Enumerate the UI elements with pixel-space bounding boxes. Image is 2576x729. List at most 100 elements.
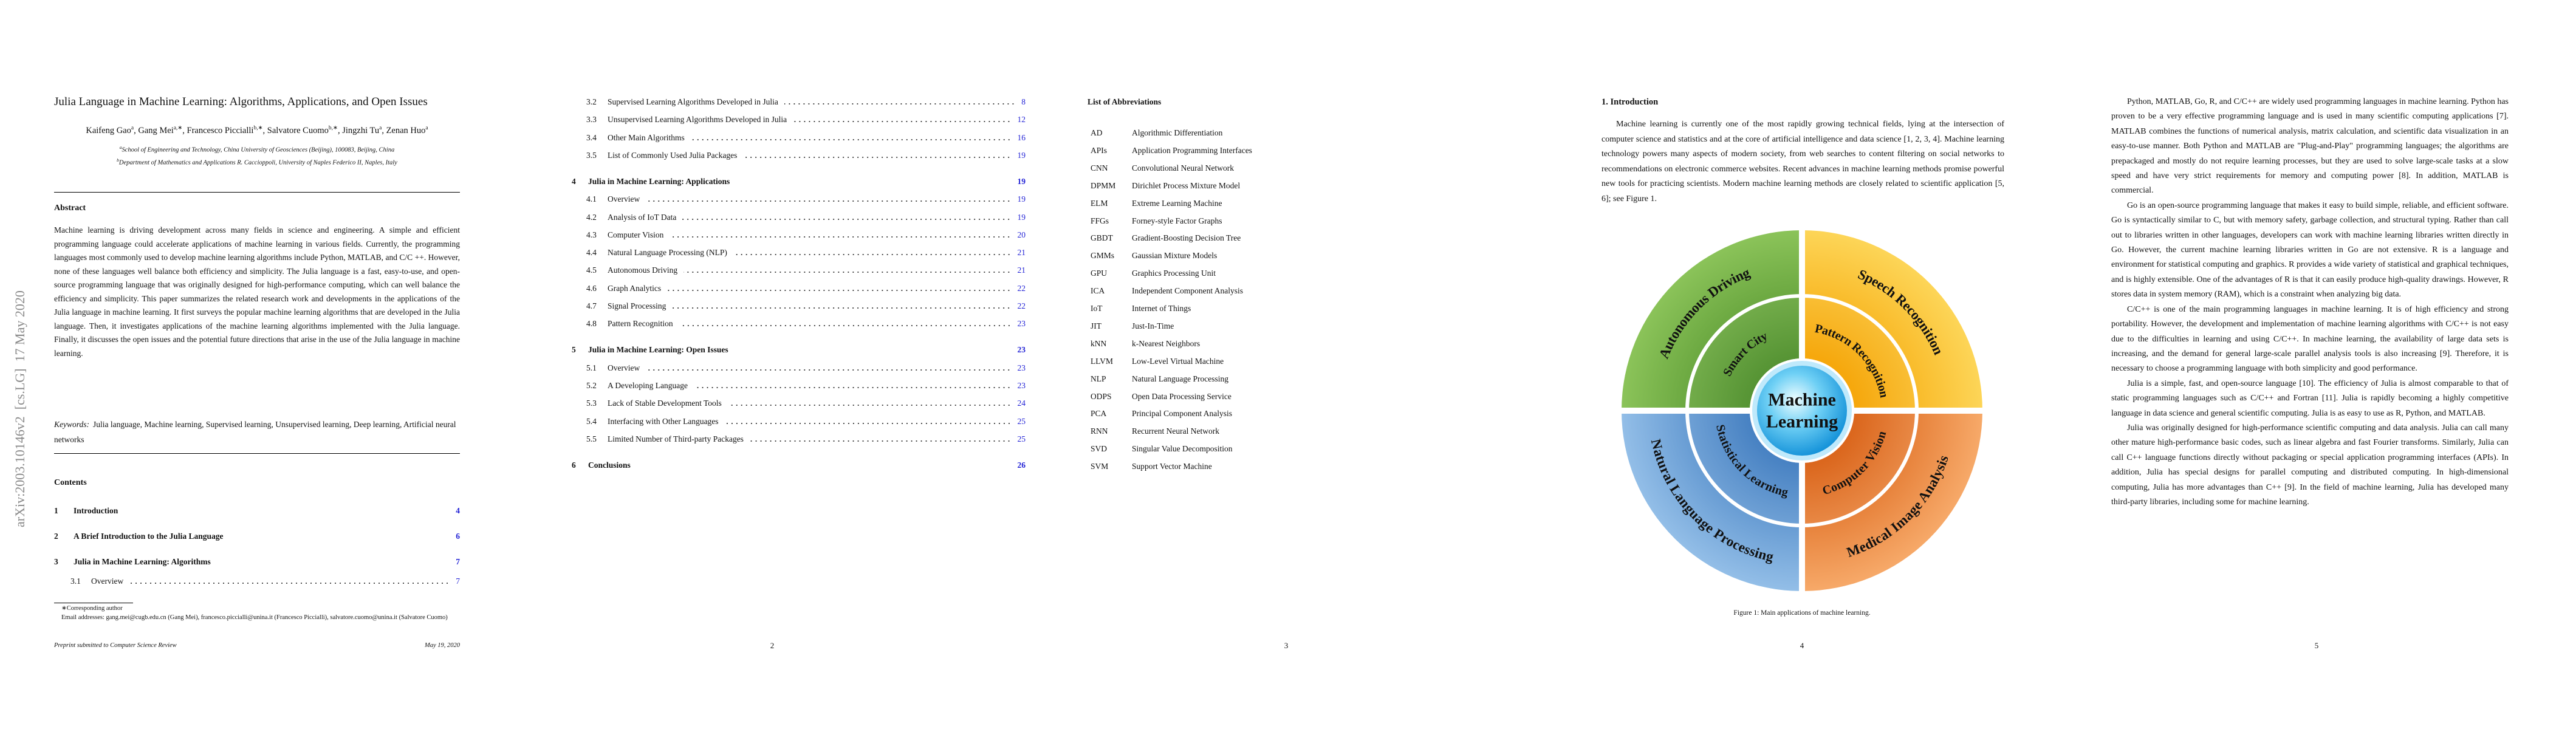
toc-title: Pattern Recognition: [608, 319, 673, 329]
toc-entry: 4.7 Signal Processing 22: [586, 300, 1026, 312]
toc-leader: [646, 200, 1012, 203]
abbreviation: AD: [1091, 128, 1103, 137]
abbreviation-meaning: Principal Component Analysis: [1132, 409, 1232, 419]
outer-ring-segment: [1802, 230, 1982, 411]
abbreviation: LLVM: [1091, 356, 1114, 366]
abbreviation-meaning: Gaussian Mixture Models: [1132, 251, 1218, 261]
abbreviation-meaning: Dirichlet Process Mixture Model: [1132, 180, 1241, 190]
toc-number: 5.2: [586, 380, 597, 390]
abbreviation: SVM: [1091, 462, 1109, 471]
toc-entry: 4 Julia in Machine Learning: Applications…: [572, 176, 1026, 188]
toc-number: 5: [572, 345, 576, 355]
abbreviation: GBDT: [1091, 233, 1113, 243]
toc-number: 4.4: [586, 248, 597, 258]
abbreviation: RNN: [1091, 426, 1108, 436]
toc-entry: 5.2 A Developing Language 23: [586, 380, 1026, 392]
toc-leader: [129, 582, 450, 584]
abbreviation: GPU: [1091, 269, 1108, 278]
toc-number: 4.7: [586, 301, 597, 310]
abbreviation-meaning: Recurrent Neural Network: [1132, 426, 1219, 436]
toc-number: 2: [54, 532, 58, 541]
abbreviation: ICA: [1091, 286, 1105, 296]
abbreviation: CNN: [1091, 163, 1108, 173]
abstract-heading: Abstract: [54, 204, 86, 213]
toc-page-link: 16: [1017, 132, 1026, 142]
toc-page-link: 23: [1017, 363, 1026, 372]
toc-page-link: 25: [1017, 416, 1026, 426]
toc-number: 4.2: [586, 212, 597, 222]
abbreviation-meaning: Natural Language Processing: [1132, 374, 1228, 383]
toc-number: 5.4: [586, 416, 597, 426]
toc-number: 3.5: [586, 150, 597, 160]
toc-entry: 5.3 Lack of Stable Development Tools 24: [586, 397, 1026, 409]
body-paragraph: Julia is a simple, fast, and open-source…: [2111, 378, 2509, 418]
body-paragraph: C/C++ is one of the main programming lan…: [2111, 304, 2509, 374]
divider-rule: [54, 192, 460, 193]
abbreviation-meaning: Convolutional Neural Network: [1132, 163, 1234, 173]
outer-ring-segment: [1802, 411, 1982, 591]
body-text: Python, MATLAB, Go, R, and C/C++ are wid…: [2111, 95, 2509, 510]
toc-number: 4.3: [586, 230, 597, 239]
affiliation: aSchool of Engineering and Technology, C…: [54, 143, 460, 156]
toc-page-link: 19: [1017, 212, 1026, 222]
toc-leader: [646, 368, 1012, 371]
toc-page-link: 21: [1017, 265, 1026, 275]
toc-page-link: 25: [1017, 434, 1026, 443]
body-paragraph: Python, MATLAB, Go, R, and C/C++ are wid…: [2111, 97, 2509, 196]
toc-entry: 6 Conclusions 26: [572, 459, 1026, 471]
keywords-label: Keywords:: [54, 420, 89, 429]
toc-title: A Brief Introduction to the Julia Langua…: [74, 532, 224, 541]
abbreviation-meaning: Support Vector Machine: [1132, 462, 1212, 471]
page-number: 5: [2314, 641, 2319, 650]
toc-number: 4: [572, 176, 576, 186]
affiliation: bDepartment of Mathematics and Applicati…: [54, 156, 460, 168]
toc-entry: 4.6 Graph Analytics 22: [586, 282, 1026, 295]
section-heading: 1. Introduction: [1601, 97, 1659, 107]
body-paragraph: Go is an open-source programming languag…: [2111, 200, 2509, 299]
author-affiliation-mark: a,∗: [173, 125, 183, 131]
author-affiliation-mark: a: [131, 125, 134, 131]
footnote-corresponding: ∗Corresponding author: [61, 605, 123, 612]
toc-page-link: 7: [456, 557, 460, 566]
toc-page-link: 19: [1017, 176, 1026, 186]
toc-title: Julia in Machine Learning: Algorithms: [74, 557, 211, 566]
author-affiliation-mark: a: [425, 125, 428, 131]
abbreviation-meaning: Independent Component Analysis: [1132, 286, 1243, 296]
toc-title: Computer Vision: [608, 230, 664, 239]
toc-leader: [672, 307, 1012, 309]
author-name: , Zenan Huo: [382, 125, 426, 135]
toc-leader: [784, 103, 1016, 105]
toc-entry: 3.3 Unsupervised Learning Algorithms Deve…: [586, 114, 1026, 126]
toc-leader: [724, 422, 1012, 425]
abbreviation-meaning: Open Data Processing Service: [1132, 391, 1231, 401]
toc-number: 3.1: [70, 577, 81, 586]
body-paragraph: Julia was originally designed for high-p…: [2111, 423, 2509, 507]
abbreviation-meaning: Low-Level Virtual Machine: [1132, 356, 1224, 366]
abbreviation: JIT: [1091, 321, 1101, 330]
abbreviation: ODPS: [1091, 391, 1112, 401]
abstract-text: Machine learning is driving development …: [54, 225, 460, 358]
toc-page-link: 8: [1021, 97, 1026, 106]
toc-entry: 5.1 Overview 23: [586, 362, 1026, 374]
abbreviation-meaning: k-Nearest Neighbors: [1132, 338, 1201, 348]
toc-page-link: 23: [1017, 380, 1026, 390]
author-affiliation-mark: a: [379, 125, 382, 131]
inner-ring-segment: [1802, 411, 1915, 524]
center-label: Learning: [1766, 412, 1838, 432]
toc-leader: [743, 156, 1012, 159]
footnote-emails: Email addresses: gang.mei@cugb.edu.cn (G…: [61, 614, 448, 621]
inner-ring-segment: [1689, 298, 1802, 411]
toc-number: 3.4: [586, 132, 597, 142]
toc-page-link: 20: [1017, 230, 1026, 239]
toc-entry: 3.4 Other Main Algorithms 16: [586, 132, 1026, 144]
toc-leader: [749, 439, 1012, 442]
toc-title: Other Main Algorithms: [608, 132, 685, 142]
toc-title: Limited Number of Third-party Packages: [608, 434, 744, 443]
author-list: Kaifeng Gaoa, Gang Meia,∗, Francesco Pic…: [54, 122, 460, 137]
abbreviation: NLP: [1091, 374, 1106, 383]
toc-title: Unsupervised Learning Algorithms Develop…: [608, 115, 787, 125]
abbreviations-heading: List of Abbreviations: [1088, 97, 1162, 106]
page-number: 2: [770, 641, 775, 650]
author-name: , Francesco Piccialli: [182, 125, 254, 135]
abbreviation: APIs: [1091, 145, 1108, 155]
